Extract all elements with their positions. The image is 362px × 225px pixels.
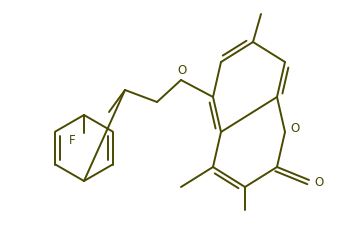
Text: O: O	[177, 65, 187, 77]
Text: O: O	[314, 176, 324, 189]
Text: F: F	[69, 135, 75, 148]
Text: O: O	[290, 122, 300, 135]
